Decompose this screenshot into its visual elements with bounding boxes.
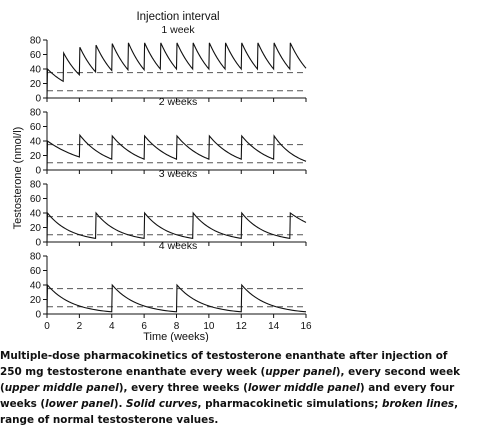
y-tick-label: 0	[35, 166, 41, 177]
figure-caption: Multiple-dose pharmacokinetics of testos…	[0, 348, 470, 428]
y-tick-label: 20	[30, 295, 42, 306]
y-tick-label: 80	[30, 108, 42, 119]
x-tick-label: 0	[44, 321, 50, 332]
y-tick-label: 0	[35, 310, 41, 321]
y-axis-label: Testosterone (nmol/l)	[12, 127, 24, 230]
y-tick-label: 60	[30, 50, 42, 61]
y-tick-label: 80	[30, 180, 42, 191]
y-tick-label: 40	[30, 209, 42, 220]
panel-label: 1 week	[161, 24, 195, 36]
pk-curve	[46, 283, 307, 315]
caption-segment: , pharmacokinetic simulations;	[197, 398, 382, 410]
x-tick-label: 14	[268, 321, 280, 332]
pk-curve	[46, 211, 307, 243]
x-axis-label: Time (weeks)	[143, 331, 209, 342]
y-tick-label: 60	[30, 266, 42, 277]
caption-segment: broken lines	[382, 398, 455, 410]
caption-segment: ), every three weeks (	[118, 382, 248, 394]
y-tick-label: 0	[35, 238, 41, 249]
x-tick-label: 10	[203, 321, 215, 332]
caption-segment: Solid curves	[126, 398, 198, 410]
caption-segment: upper middle panel	[4, 382, 119, 394]
caption-segment: ).	[113, 398, 127, 410]
x-tick-label: 4	[109, 321, 115, 332]
caption-segment: lower middle panel	[247, 382, 360, 394]
chart-svg: Injection interval Testosterone (nmol/l)…	[12, 11, 312, 342]
caption-segment: , range of normal testosterone values.	[0, 398, 459, 426]
x-tick-label: 8	[174, 321, 180, 332]
y-tick-label: 20	[30, 79, 42, 90]
y-tick-label: 20	[30, 151, 42, 162]
caption-segment: Multiple-dose pharmacokinetics of testos…	[0, 350, 448, 378]
caption-segment: ) and every four weeks (	[0, 382, 455, 410]
y-tick-label: 40	[30, 137, 42, 148]
y-tick-label: 40	[30, 281, 42, 292]
y-tick-label: 80	[30, 252, 42, 263]
x-tick-label: 6	[141, 321, 147, 332]
caption-segment: lower panel	[45, 398, 114, 410]
y-tick-label: 40	[30, 65, 42, 76]
x-tick-label: 2	[77, 321, 83, 332]
y-tick-label: 20	[30, 223, 42, 234]
panel-label: 2 weeks	[159, 96, 198, 108]
pk-curve	[46, 42, 307, 99]
x-tick-label: 12	[236, 321, 248, 332]
figure-title: Injection interval	[136, 11, 219, 23]
y-tick-label: 80	[30, 36, 42, 47]
y-tick-label: 0	[35, 94, 41, 105]
figure: Injection interval Testosterone (nmol/l)…	[12, 11, 312, 342]
pk-curve	[46, 133, 307, 171]
panel-label: 3 weeks	[159, 168, 198, 180]
panel-label: 4 weeks	[159, 240, 198, 252]
caption-segment: ), every second week (	[0, 366, 461, 394]
y-tick-label: 60	[30, 194, 42, 205]
caption-segment: upper panel	[265, 366, 336, 378]
x-tick-label: 16	[300, 321, 312, 332]
y-tick-label: 60	[30, 122, 42, 133]
